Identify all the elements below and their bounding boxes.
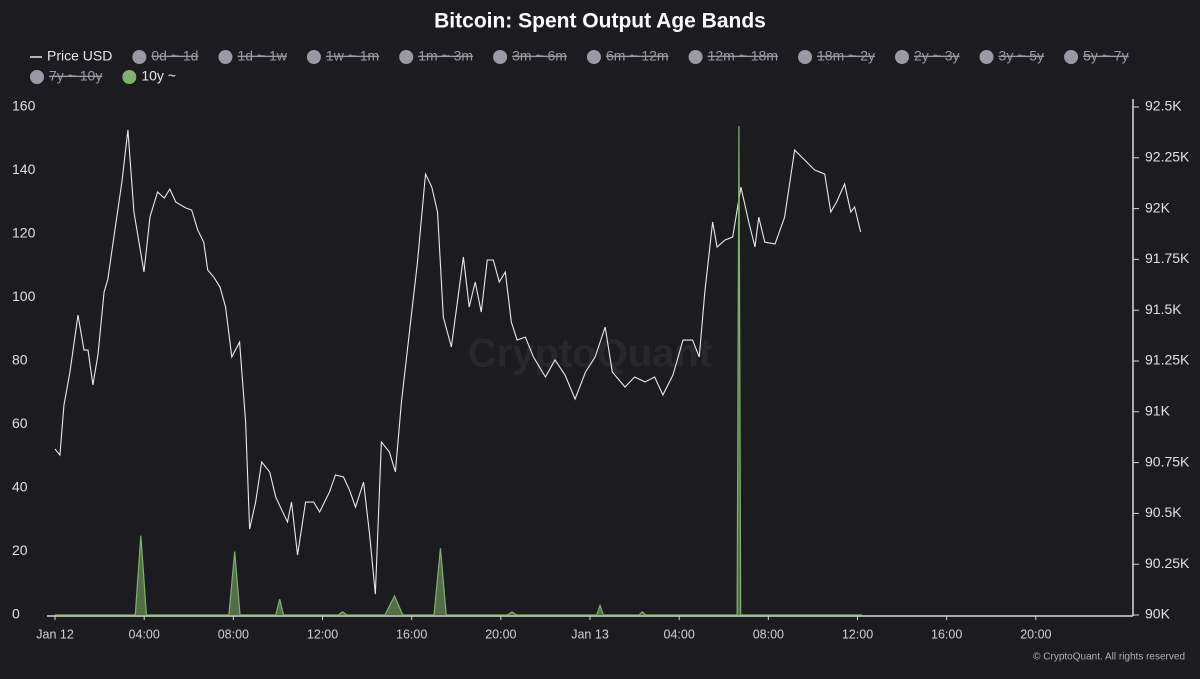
y-tick-label: 0	[12, 606, 20, 622]
chart-title: Bitcoin: Spent Output Age Bands	[434, 10, 766, 33]
x-tick-label: 08:00	[753, 627, 784, 641]
legend-item: 10y ~	[122, 68, 176, 84]
y2-tick-label: 90.25K	[1145, 555, 1190, 571]
y2-tick-label: 90K	[1145, 606, 1171, 622]
legend-item: Price USD	[30, 48, 112, 64]
y-tick-label: 160	[12, 98, 36, 114]
legend-item: 7y ~ 10y	[30, 68, 102, 84]
y-tick-label: 100	[12, 288, 36, 304]
x-tick-label: 20:00	[1020, 627, 1051, 641]
legend-item: 3m ~ 6m	[493, 48, 567, 64]
legend-swatch	[218, 50, 233, 64]
legend-label: 18m ~ 2y	[817, 48, 875, 64]
x-tick-label: 04:00	[664, 627, 695, 641]
y2-tick-label: 91.25K	[1145, 352, 1190, 368]
x-tick-label: 20:00	[485, 627, 516, 641]
y-tick-label: 140	[12, 161, 36, 177]
legend-item: 6m ~ 12m	[586, 48, 669, 64]
price-line	[54, 129, 862, 595]
legend-label: 2y ~ 3y	[914, 48, 960, 64]
legend-item: 12m ~ 18m	[688, 48, 778, 64]
legend-label: 12m ~ 18m	[708, 48, 778, 64]
y-tick-label: 60	[12, 415, 28, 431]
legend-item: 5y ~ 7y	[1064, 48, 1129, 64]
area-line	[55, 126, 862, 616]
legend-item: 1d ~ 1w	[218, 48, 288, 64]
legend-swatch	[493, 50, 508, 64]
legend-swatch	[122, 70, 137, 84]
x-tick-label: 16:00	[396, 627, 427, 641]
y2-tick-label: 90.5K	[1145, 504, 1182, 520]
legend-swatch	[306, 50, 321, 64]
legend-item: 1w ~ 1m	[306, 48, 379, 64]
x-tick-label: 12:00	[307, 627, 338, 641]
legend-label: 0d ~ 1d	[151, 48, 198, 64]
legend-swatch	[586, 50, 601, 64]
legend-swatch	[798, 50, 813, 64]
legend-label: 6m ~ 12m	[606, 48, 669, 64]
legend-item: 3y ~ 5y	[979, 48, 1045, 64]
legend-swatch	[30, 70, 44, 84]
y2-tick-label: 90.75K	[1145, 453, 1190, 469]
legend-item: 2y ~ 3y	[895, 48, 960, 64]
legend-item: 18m ~ 2y	[798, 48, 875, 64]
legend-label: 3y ~ 5y	[999, 48, 1045, 64]
legend-swatch	[132, 50, 147, 64]
x-tick-label: 12:00	[842, 627, 873, 641]
legend-label: 1m ~ 3m	[418, 48, 473, 64]
legend-swatch	[688, 50, 703, 64]
y-tick-label: 120	[12, 225, 36, 241]
y2-tick-label: 92.5K	[1145, 98, 1182, 114]
y-tick-label: 40	[12, 479, 28, 495]
legend-swatch	[1064, 50, 1079, 64]
y-tick-label: 80	[12, 352, 28, 368]
y2-tick-label: 91.5K	[1145, 301, 1182, 317]
legend-swatch	[399, 50, 414, 64]
y2-tick-label: 92.25K	[1145, 149, 1190, 165]
legend-swatch	[895, 50, 909, 64]
legend-item: 0d ~ 1d	[132, 48, 198, 64]
x-tick-label: Jan 13	[571, 627, 609, 641]
legend-label: 7y ~ 10y	[49, 68, 102, 84]
watermark: CryptoQuant	[468, 332, 712, 376]
y2-tick-label: 91K	[1145, 403, 1171, 419]
x-tick-label: 08:00	[218, 627, 249, 641]
legend-label: 1d ~ 1w	[237, 48, 287, 64]
credit: © CryptoQuant. All rights reserved	[1033, 652, 1185, 663]
legend-label: 10y ~	[141, 68, 176, 84]
y2-tick-label: 92K	[1145, 199, 1171, 215]
x-tick-label: Jan 12	[36, 627, 74, 641]
x-tick-label: 16:00	[931, 627, 962, 641]
legend-swatch	[979, 50, 994, 64]
x-tick-label: 04:00	[129, 627, 160, 641]
legend-label: 5y ~ 7y	[1083, 48, 1129, 64]
y2-tick-label: 91.75K	[1145, 250, 1190, 266]
legend-label: 1w ~ 1m	[326, 48, 379, 64]
legend-label: Price USD	[47, 48, 112, 64]
legend-item: 1m ~ 3m	[399, 48, 473, 64]
y-tick-label: 20	[12, 542, 28, 558]
legend-label: 3m ~ 6m	[512, 48, 567, 64]
